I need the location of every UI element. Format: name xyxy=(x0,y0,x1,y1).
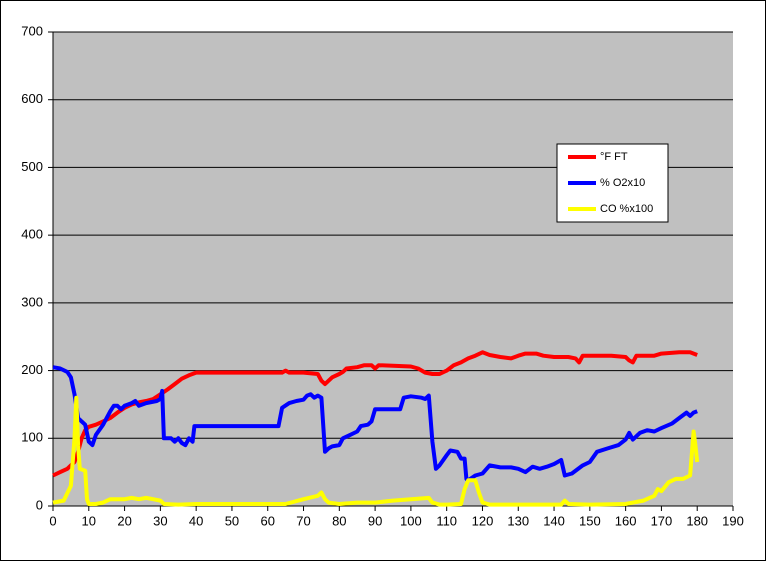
y-tick-label: 200 xyxy=(21,362,43,377)
x-tick-label: 100 xyxy=(400,513,422,528)
x-tick-label: 20 xyxy=(117,513,131,528)
x-tick-label: 70 xyxy=(296,513,310,528)
x-tick-label: 60 xyxy=(261,513,275,528)
x-tick-label: 50 xyxy=(225,513,239,528)
x-tick-label: 140 xyxy=(543,513,565,528)
y-tick-label: 300 xyxy=(21,294,43,309)
x-tick-label: 190 xyxy=(722,513,744,528)
legend-label: % O2x10 xyxy=(600,177,645,189)
y-tick-label: 100 xyxy=(21,430,43,445)
y-tick-label: 500 xyxy=(21,159,43,174)
x-tick-label: 110 xyxy=(436,513,457,528)
x-tick-label: 90 xyxy=(368,513,382,528)
legend-label: °F FT xyxy=(600,151,628,163)
x-tick-label: 10 xyxy=(82,513,96,528)
y-tick-label: 0 xyxy=(36,497,43,512)
x-tick-label: 0 xyxy=(49,513,56,528)
legend-label: CO %x100 xyxy=(600,203,653,215)
x-tick-label: 130 xyxy=(507,513,529,528)
x-tick-label: 180 xyxy=(686,513,708,528)
x-tick-label: 150 xyxy=(579,513,601,528)
y-tick-label: 400 xyxy=(21,227,43,242)
y-tick-label: 700 xyxy=(21,23,43,38)
x-tick-label: 40 xyxy=(189,513,203,528)
series-line xyxy=(52,365,698,483)
x-tick-label: 120 xyxy=(472,513,494,528)
legend: °F FT % O2x10 CO %x100 xyxy=(556,143,669,223)
x-tick-label: 80 xyxy=(332,513,346,528)
series-line xyxy=(52,395,700,507)
x-tick-label: 30 xyxy=(153,513,167,528)
y-tick-label: 600 xyxy=(21,91,43,106)
plot-area xyxy=(53,32,733,506)
x-tick-label: 160 xyxy=(615,513,637,528)
x-tick-label: 170 xyxy=(651,513,673,528)
